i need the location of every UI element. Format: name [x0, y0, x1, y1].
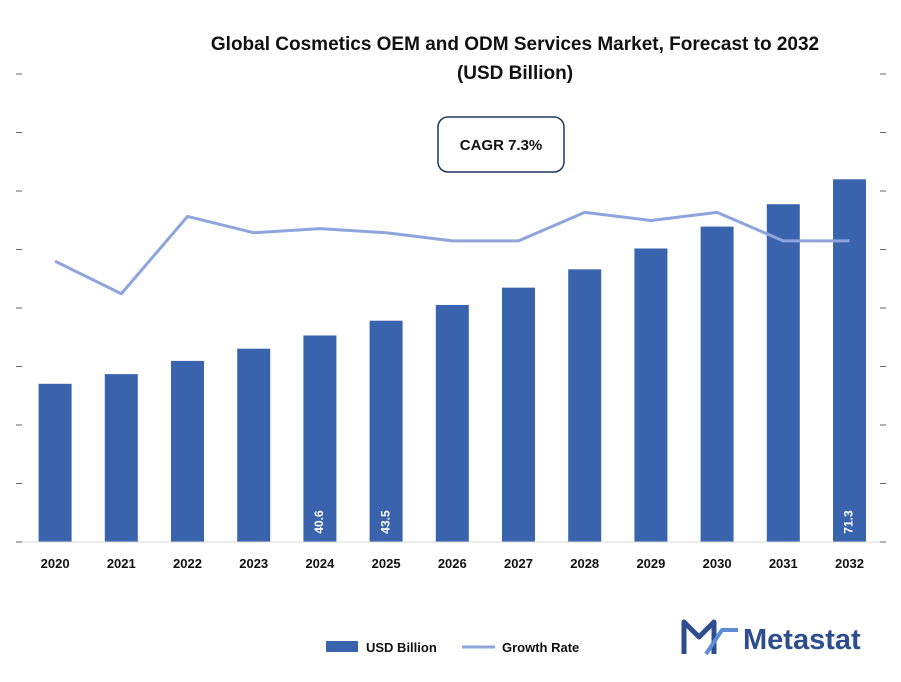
bar-2030: [700, 226, 734, 542]
data-label-2032: 71.3: [842, 510, 856, 534]
bar-2029: [634, 248, 668, 542]
x-tick-label-2020: 2020: [41, 556, 70, 571]
bar-2027: [502, 287, 535, 542]
x-tick-label-2026: 2026: [438, 556, 467, 571]
x-tick-label-2025: 2025: [372, 556, 401, 571]
x-tick-label-2022: 2022: [173, 556, 202, 571]
metastat-logo: Metastat: [681, 619, 861, 656]
bar-2021: [104, 374, 138, 542]
cagr-callout: CAGR 7.3%: [437, 116, 565, 173]
bar-2020: [38, 383, 72, 542]
data-label-2024: 40.6: [312, 510, 326, 534]
data-label-2025: 43.5: [378, 510, 392, 534]
legend-swatch-bar: [326, 641, 358, 652]
x-tick-label-2029: 2029: [636, 556, 665, 571]
bar-2025: [369, 320, 403, 542]
bar-data-labels: 40.6 43.5 71.3: [312, 510, 856, 534]
chart-title: Global Cosmetics OEM and ODM Services Ma…: [211, 34, 819, 55]
growth-rate-series: [54, 210, 850, 296]
right-axis-ticks: [880, 73, 886, 543]
x-tick-label-2024: 2024: [305, 556, 335, 571]
x-tick-label-2027: 2027: [504, 556, 533, 571]
x-tick-label-2028: 2028: [570, 556, 599, 571]
bar-2031: [766, 204, 800, 543]
left-axis-ticks: [16, 73, 22, 543]
cagr-box: [437, 116, 565, 173]
chart-subtitle: (USD Billion): [457, 63, 573, 84]
x-tick-label-2030: 2030: [703, 556, 732, 571]
bar-2026: [435, 304, 469, 542]
logo-mark-icon: [681, 619, 717, 654]
bar-2024: [303, 335, 337, 542]
legend-label-bar: USD Billion: [366, 640, 437, 655]
cagr-label: CAGR 7.3%: [460, 137, 543, 154]
x-tick-label-2032: 2032: [835, 556, 864, 571]
legend-label-line: Growth Rate: [502, 640, 579, 655]
x-tick-label-2031: 2031: [769, 556, 798, 571]
x-tick-label-2023: 2023: [239, 556, 268, 571]
bar-2028: [568, 269, 602, 542]
bar-2032: [833, 179, 866, 543]
logo-mark-accent-icon: [704, 628, 738, 656]
bar-2023: [237, 348, 271, 542]
x-tick-label-2021: 2021: [107, 556, 136, 571]
bar-2022: [171, 360, 204, 542]
bar-series: [38, 179, 866, 543]
x-tick-labels: 2020 2021 2022 2023 2024 2025 2026 2027 2028 2029…: [41, 556, 864, 571]
legend: USD Billion Growth Rate: [326, 640, 579, 655]
logo-text: Metastat: [743, 624, 861, 656]
